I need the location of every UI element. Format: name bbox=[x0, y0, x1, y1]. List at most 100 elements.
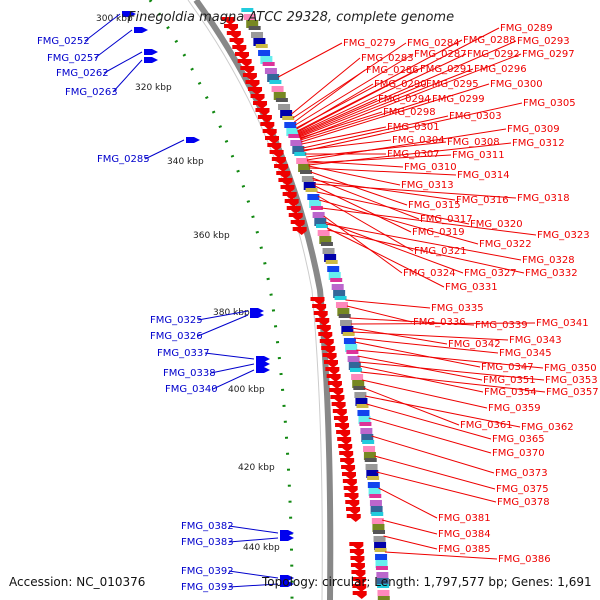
gene-label[interactable]: FMG_0293 bbox=[517, 36, 570, 47]
gene-label[interactable]: FMG_0296 bbox=[474, 64, 527, 75]
feature-block bbox=[324, 254, 337, 262]
gene-label[interactable]: FMG_0320 bbox=[470, 219, 523, 230]
gene-label[interactable]: FMG_0365 bbox=[492, 434, 545, 445]
gene-label[interactable]: FMG_0375 bbox=[496, 484, 549, 495]
genome-summary-text: Topology: circular; Length: 1,797,577 bp… bbox=[262, 575, 592, 589]
gene-label[interactable]: FMG_0350 bbox=[544, 363, 597, 374]
reverse-gene-arrow bbox=[232, 45, 247, 53]
gene-label[interactable]: FMG_0285 bbox=[97, 154, 150, 165]
gene-label[interactable]: FMG_0337 bbox=[157, 348, 210, 359]
gene-label[interactable]: FMG_0299 bbox=[432, 94, 485, 105]
gene-label[interactable]: FMG_0385 bbox=[438, 544, 491, 555]
feature-block bbox=[335, 302, 348, 308]
gene-label[interactable]: FMG_0304 bbox=[392, 135, 445, 146]
gene-label[interactable]: FMG_0347 bbox=[481, 362, 534, 373]
gene-label[interactable]: FMG_0361 bbox=[460, 420, 513, 431]
gene-label[interactable]: FMG_0323 bbox=[537, 230, 590, 241]
gene-label[interactable]: FMG_0326 bbox=[150, 331, 203, 342]
gene-label[interactable]: FMG_0310 bbox=[404, 162, 457, 173]
gene-label[interactable]: FMG_0325 bbox=[150, 315, 203, 326]
gene-label[interactable]: FMG_0332 bbox=[525, 268, 578, 279]
feature-block bbox=[363, 452, 376, 460]
gene-label[interactable]: FMG_0378 bbox=[497, 497, 550, 508]
gene-label[interactable]: FMG_0316 bbox=[456, 195, 509, 206]
gene-label[interactable]: FMG_0297 bbox=[522, 49, 575, 60]
reverse-gene-arrow bbox=[332, 409, 347, 417]
gene-leader-line bbox=[303, 139, 392, 151]
gene-label[interactable]: FMG_0313 bbox=[401, 180, 454, 191]
gene-label[interactable]: FMG_0336 bbox=[413, 317, 466, 328]
gene-label[interactable]: FMG_0287 bbox=[414, 49, 467, 60]
gene-label[interactable]: FMG_0288 bbox=[463, 35, 516, 46]
gene-label[interactable]: FMG_0359 bbox=[488, 403, 541, 414]
gene-label[interactable]: FMG_0354 bbox=[484, 387, 537, 398]
gene-label[interactable]: FMG_0353 bbox=[545, 375, 598, 386]
gene-label[interactable]: FMG_0373 bbox=[495, 468, 548, 479]
gene-label[interactable]: FMG_0328 bbox=[522, 255, 575, 266]
feature-block bbox=[248, 26, 261, 30]
feature-block bbox=[303, 182, 316, 190]
reverse-gene-arrow bbox=[284, 199, 299, 207]
gene-label[interactable]: FMG_0343 bbox=[509, 335, 562, 346]
gene-label[interactable]: FMG_0382 bbox=[181, 521, 234, 532]
feature-block bbox=[278, 104, 291, 110]
gene-label[interactable]: FMG_0324 bbox=[403, 268, 456, 279]
gene-label[interactable]: FMG_0345 bbox=[499, 348, 552, 359]
gene-label[interactable]: FMG_0393 bbox=[181, 582, 234, 593]
gene-label[interactable]: FMG_0370 bbox=[492, 448, 545, 459]
gene-label[interactable]: FMG_0309 bbox=[507, 124, 560, 135]
gene-label[interactable]: FMG_0339 bbox=[475, 320, 528, 331]
gene-label[interactable]: FMG_0295 bbox=[426, 79, 479, 90]
gene-label[interactable]: FMG_0362 bbox=[521, 422, 574, 433]
gene-label[interactable]: FMG_0290 bbox=[374, 79, 427, 90]
gene-label[interactable]: FMG_0262 bbox=[56, 68, 109, 79]
gene-label[interactable]: FMG_0308 bbox=[447, 137, 500, 148]
gene-label[interactable]: FMG_0357 bbox=[546, 387, 599, 398]
gene-label[interactable]: FMG_0342 bbox=[448, 339, 501, 350]
gene-label[interactable]: FMG_0305 bbox=[523, 98, 576, 109]
gene-label[interactable]: FMG_0318 bbox=[517, 193, 570, 204]
gene-label[interactable]: FMG_0286 bbox=[366, 65, 419, 76]
gene-label[interactable]: FMG_0384 bbox=[438, 529, 491, 540]
feature-block bbox=[307, 194, 320, 200]
gene-label[interactable]: FMG_0392 bbox=[181, 566, 234, 577]
gene-label[interactable]: FMG_0289 bbox=[500, 23, 553, 34]
gene-label[interactable]: FMG_0307 bbox=[387, 149, 440, 160]
feature-block bbox=[296, 158, 309, 164]
gene-label[interactable]: FMG_0386 bbox=[498, 554, 551, 565]
gene-label[interactable]: FMG_0383 bbox=[181, 537, 234, 548]
gene-label[interactable]: FMG_0252 bbox=[37, 36, 90, 47]
gene-label[interactable]: FMG_0300 bbox=[490, 79, 543, 90]
gene-label[interactable]: FMG_0298 bbox=[383, 107, 436, 118]
gene-label[interactable]: FMG_0294 bbox=[378, 94, 431, 105]
gene-label[interactable]: FMG_0279 bbox=[343, 38, 396, 49]
gene-label[interactable]: FMG_0327 bbox=[464, 268, 517, 279]
gene-label[interactable]: FMG_0335 bbox=[431, 303, 484, 314]
gene-label[interactable]: FMG_0312 bbox=[512, 138, 565, 149]
gene-label[interactable]: FMG_0340 bbox=[165, 384, 218, 395]
gene-label[interactable]: FMG_0351 bbox=[483, 375, 536, 386]
feature-block bbox=[374, 542, 387, 550]
gene-leader-line bbox=[298, 40, 517, 136]
gene-label[interactable]: FMG_0301 bbox=[387, 122, 440, 133]
gene-leader-line bbox=[351, 327, 448, 345]
gene-label[interactable]: FMG_0257 bbox=[47, 53, 100, 64]
gene-label[interactable]: FMG_0284 bbox=[407, 38, 460, 49]
gene-label[interactable]: FMG_0263 bbox=[65, 87, 118, 98]
gene-label[interactable]: FMG_0341 bbox=[536, 318, 589, 329]
gene-label[interactable]: FMG_0381 bbox=[438, 513, 491, 524]
gene-label[interactable]: FMG_0331 bbox=[445, 282, 498, 293]
gene-label[interactable]: FMG_0303 bbox=[449, 111, 502, 122]
gene-label[interactable]: FMG_0311 bbox=[452, 150, 505, 161]
gene-label[interactable]: FMG_0292 bbox=[467, 49, 520, 60]
gene-label[interactable]: FMG_0315 bbox=[408, 200, 461, 211]
feature-block bbox=[359, 422, 372, 426]
feature-block bbox=[354, 392, 367, 398]
accession-text: Accession: NC_010376 bbox=[9, 575, 146, 589]
gene-label[interactable]: FMG_0291 bbox=[420, 64, 473, 75]
gene-label[interactable]: FMG_0314 bbox=[457, 170, 510, 181]
gene-label[interactable]: FMG_0338 bbox=[163, 368, 216, 379]
gene-label[interactable]: FMG_0322 bbox=[479, 239, 532, 250]
gene-label[interactable]: FMG_0321 bbox=[414, 246, 467, 257]
gene-label[interactable]: FMG_0283 bbox=[361, 53, 414, 64]
